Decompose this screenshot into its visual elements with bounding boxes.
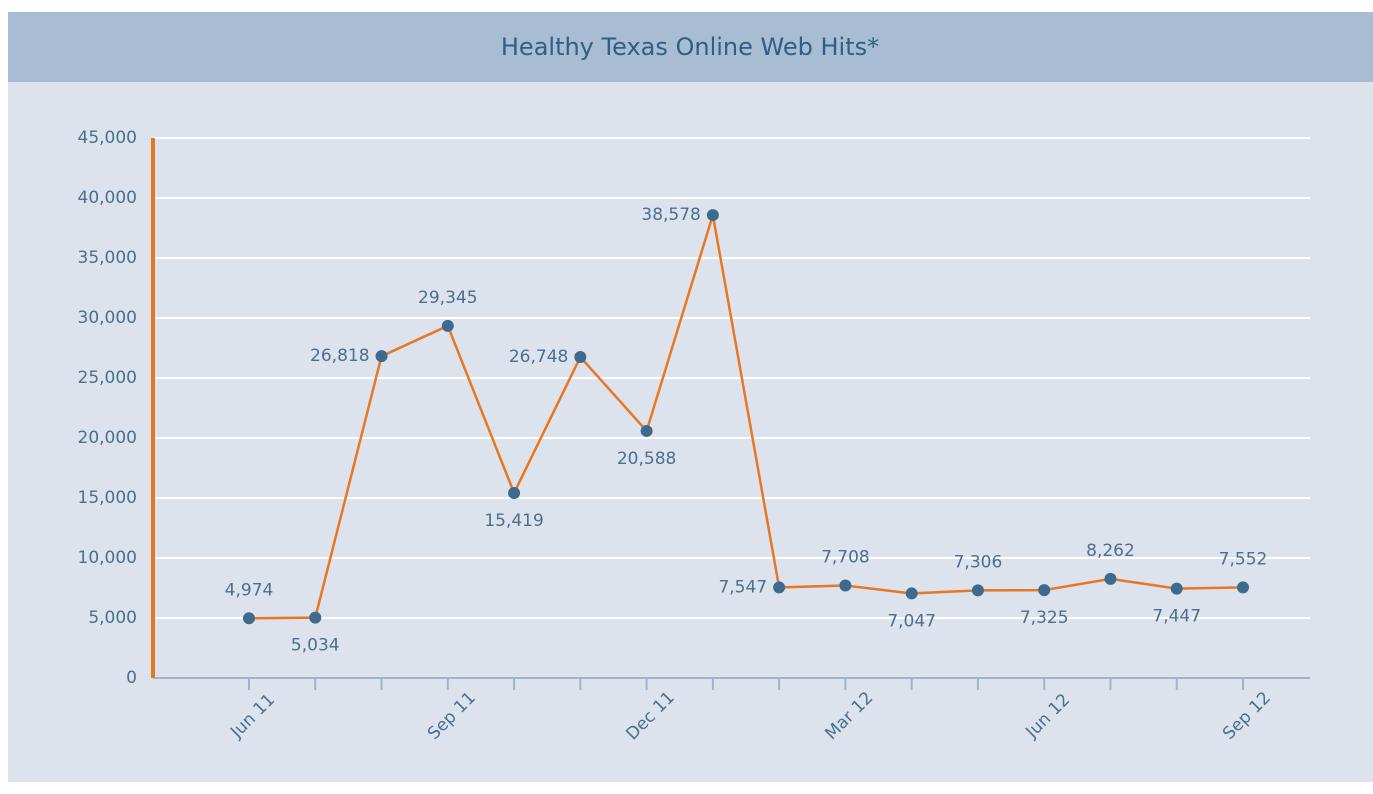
y-tick-label: 30,000 (78, 308, 137, 328)
chart-background (8, 12, 1373, 782)
data-label: 8,262 (1086, 541, 1135, 561)
y-tick-label: 25,000 (78, 368, 137, 388)
data-label: 20,588 (617, 449, 676, 469)
chart-title: Healthy Texas Online Web Hits* (501, 33, 879, 61)
marker (706, 209, 719, 222)
marker (839, 579, 852, 592)
data-label: 7,306 (954, 552, 1003, 572)
y-tick-label: 5,000 (88, 608, 137, 628)
data-label: 7,447 (1152, 607, 1201, 627)
y-tick-label: 45,000 (78, 128, 137, 148)
y-tick-label: 10,000 (78, 548, 137, 568)
y-tick-label: 15,000 (78, 488, 137, 508)
marker (1170, 582, 1183, 595)
marker (243, 612, 255, 625)
marker (971, 584, 984, 597)
marker (1237, 581, 1249, 594)
line (248, 214, 1244, 620)
y-tick-label: 20,000 (78, 428, 137, 448)
data-label: 29,345 (418, 288, 477, 308)
data-label: 26,818 (310, 346, 369, 366)
marker (773, 581, 786, 594)
marker (309, 611, 322, 624)
data-label: 7,047 (887, 611, 936, 631)
marker (1038, 584, 1051, 597)
marker (1104, 572, 1117, 585)
data-label: 7,325 (1020, 608, 1069, 628)
data-label: 7,552 (1219, 549, 1268, 569)
y-tick-label: 40,000 (78, 188, 137, 208)
marker (375, 350, 388, 363)
data-label: 5,034 (291, 636, 340, 656)
data-label: 15,419 (484, 511, 543, 531)
marker (905, 587, 918, 600)
data-label: 4,974 (225, 580, 274, 600)
marker (574, 351, 587, 364)
data-label: 7,547 (718, 577, 767, 597)
marker (508, 486, 521, 499)
data-label: 38,578 (641, 205, 700, 225)
header-band (8, 12, 1373, 82)
data-label: 26,748 (509, 347, 568, 367)
data-label: 7,708 (821, 548, 870, 568)
marker (441, 319, 454, 332)
y-tick-label: 35,000 (78, 248, 137, 268)
marker (640, 424, 653, 437)
y-tick-label: 0 (126, 668, 137, 688)
